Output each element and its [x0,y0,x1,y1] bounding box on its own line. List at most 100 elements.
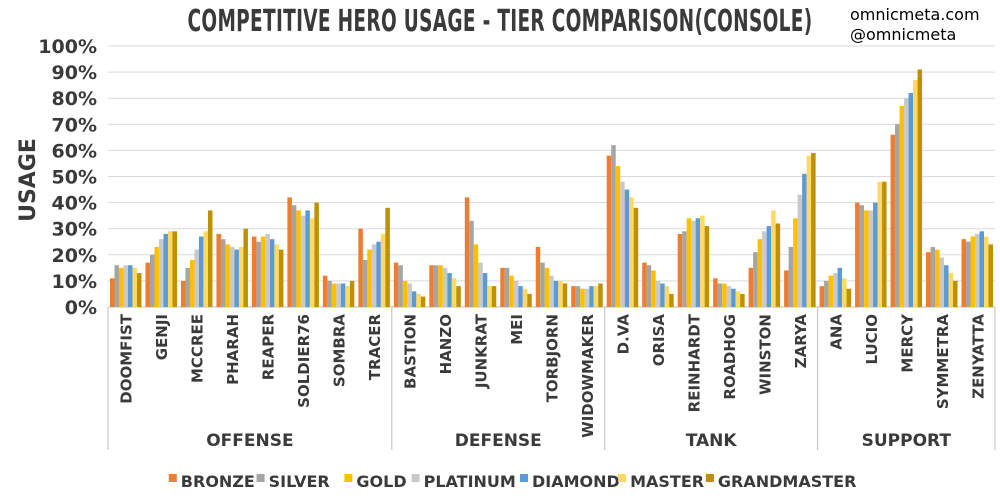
bar-master-lucio [877,181,883,307]
bar-grandmaster-roadhog [740,293,745,307]
legend-label: SILVER [269,472,330,491]
group-label: DEFENSE [455,431,542,451]
bar-gold-tracer [367,249,372,307]
bar-silver-torbjorn [540,262,545,307]
bar-bronze-reaper [251,236,257,307]
bar-bronze-torbjorn [535,246,541,307]
bar-bronze-bastion [393,262,399,307]
bar-master-mccree [203,231,208,307]
bar-platinum-junkrat [478,262,483,307]
bar-master-soldier76 [309,218,315,307]
bar-gold-symmetra [935,249,940,307]
bar-bronze-winston [748,267,754,307]
bar-gold-ana [828,275,834,307]
x-tick-label: LUCIO [863,314,881,365]
bar-diamond-reaper [269,239,275,307]
bar-master-reaper [274,244,279,307]
bar-bronze-dva [606,155,612,307]
bar-grandmaster-ana [846,288,852,307]
x-tick-label: MERCY [898,313,916,373]
bar-gold-reaper [260,236,266,307]
credit-website: omnicmeta.com [850,5,980,24]
bar-platinum-torbjorn [549,275,554,307]
bar-grandmaster-soldier76 [314,202,319,307]
y-axis-ticks: 0% 10% 20% 30% 40% 50% 60% 70% 80% 90% 100% [38,36,97,319]
bar-master-roadhog [735,291,741,307]
bar-grandmaster-sombra [349,280,355,307]
bar-diamond-hanzo [447,273,452,307]
legend-label: GOLD [356,472,406,491]
x-tick-label: WINSTON [756,314,774,395]
x-axis: DOOMFIST GENJI MCCREE PHARAH REAPER SOLDIER76… [107,307,996,451]
x-tick-label: SOMBRA [331,314,349,387]
bar-gold-bastion [402,280,408,307]
bar-silver-widowmaker [575,286,581,307]
x-tick-label: TRACER [366,314,384,381]
y-tick-label: 50% [52,167,97,189]
bar-bronze-sombra [322,275,328,307]
bar-platinum-ana [833,273,838,307]
bar-platinum-symmetra [939,257,945,307]
bar-gold-mercy [899,106,905,307]
bar-silver-bastion [398,265,403,307]
y-tick-label: 20% [52,245,97,267]
bar-bronze-hanzo [429,265,434,307]
bar-grandmaster-mercy [917,69,923,308]
bar-grandmaster-winston [775,223,781,307]
bar-grandmaster-bastion [420,296,426,307]
bar-diamond-junkrat [482,273,488,307]
bar-gold-roadhog [722,283,727,307]
y-tick-label: 100% [38,36,97,58]
bar-bronze-doomfist [109,278,115,307]
bar-grandmaster-hanzo [456,286,461,307]
legend-item-silver: SILVER [256,472,330,491]
x-tick-label: ROADHOG [721,314,739,400]
bar-grandmaster-junkrat [491,286,497,307]
y-tick-label: 90% [52,62,97,84]
legend-swatch [168,474,177,482]
legend-label: PLATINUM [424,472,516,491]
bar-diamond-widowmaker [589,286,594,307]
x-tick-label: ORISA [650,314,668,367]
bar-master-pharah [238,246,244,307]
x-tick-label: ZENYATTA [969,314,987,399]
x-tick-label: REAPER [260,314,278,381]
x-tick-label: GENJI [153,314,171,360]
bar-grandmaster-reinhardt [704,226,710,307]
bar-gold-zenyatta [970,236,976,307]
legend-item-platinum: PLATINUM [411,472,516,491]
bar-grandmaster-torbjorn [562,283,568,307]
legend-swatch [411,474,420,482]
bar-grandmaster-genji [172,231,177,307]
bar-diamond-dva [624,189,630,307]
bar-master-zenyatta [984,236,989,307]
bar-master-tracer [380,233,386,307]
bar-master-bastion [416,293,421,307]
bar-platinum-lucio [868,210,874,307]
bar-gold-mei [509,275,514,307]
bar-platinum-winston [762,231,767,307]
bar-platinum-bastion [407,283,412,307]
bar-platinum-doomfist [123,265,128,307]
y-tick-label: 30% [52,219,97,241]
x-tick-label: ANA [827,314,845,350]
bar-master-symmetra [948,273,954,307]
x-tick-label: JUNKRAT [473,313,491,389]
bar-silver-soldier76 [291,205,297,307]
bar-diamond-reinhardt [695,218,701,307]
x-tick-label: HANZO [437,314,455,374]
bar-silver-doomfist [114,265,119,307]
bar-silver-mercy [895,124,900,307]
legend-item-gold: GOLD [344,472,407,491]
bar-platinum-roadhog [726,286,732,307]
bar-gold-zarya [793,218,798,307]
bar-grandmaster-widowmaker [598,283,603,307]
bar-master-ana [842,278,847,307]
bar-diamond-torbjorn [553,280,559,307]
x-tick-label: SYMMETRA [934,314,952,410]
y-axis-label: USAGE [16,138,41,222]
bar-platinum-widowmaker [584,288,590,307]
bar-platinum-genji [158,239,164,307]
bar-silver-genji [149,254,155,307]
